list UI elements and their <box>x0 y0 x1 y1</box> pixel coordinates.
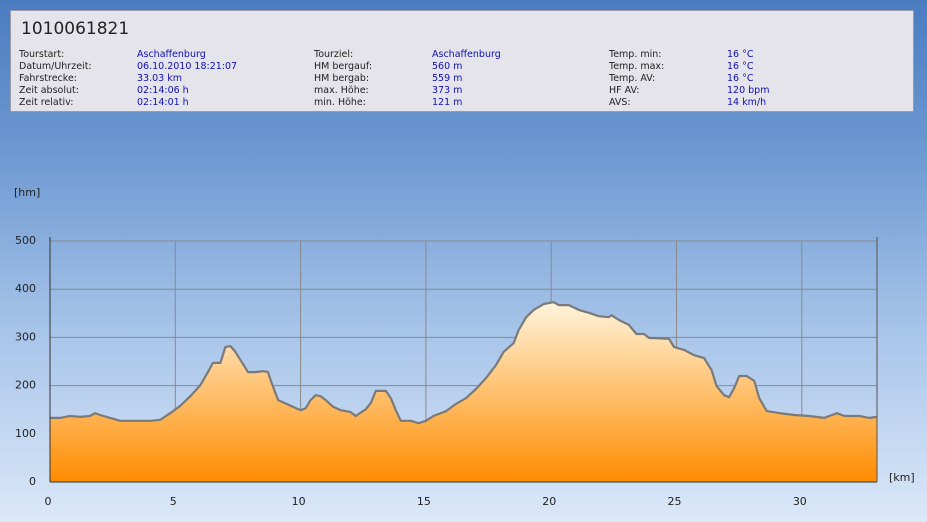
info-label: AVS: <box>609 97 631 108</box>
info-value: 121 m <box>432 97 463 108</box>
y-tick-label: 500 <box>15 234 36 247</box>
info-label: Zeit absolut: <box>19 85 79 96</box>
info-value: 120 bpm <box>727 85 770 96</box>
x-tick-label: 10 <box>292 495 306 508</box>
area-fill <box>50 302 877 482</box>
info-value: 16 °C <box>727 61 754 72</box>
info-label: Temp. min: <box>609 49 662 60</box>
y-tick-label: 0 <box>29 475 36 488</box>
x-tick-label: 0 <box>45 495 52 508</box>
y-axis-label: [hm] <box>14 186 40 199</box>
info-value: Aschaffenburg <box>432 49 501 60</box>
info-label: HM bergauf: <box>314 61 373 72</box>
info-value: 06.10.2010 18:21:07 <box>137 61 238 72</box>
info-label: Tourziel: <box>314 49 354 60</box>
info-label: Tourstart: <box>19 49 65 60</box>
x-axis-label: [km] <box>889 471 915 484</box>
x-tick-label: 25 <box>668 495 682 508</box>
x-tick-label: 20 <box>542 495 556 508</box>
info-value: 16 °C <box>727 49 754 60</box>
elevation-line <box>50 301 878 425</box>
info-value: Aschaffenburg <box>137 49 206 60</box>
info-value: 373 m <box>432 85 463 96</box>
x-tick-label: 30 <box>793 495 807 508</box>
info-label: HM bergab: <box>314 73 370 84</box>
info-label: Fahrstrecke: <box>19 73 77 84</box>
info-value: 33.03 km <box>137 73 182 84</box>
y-tick-label: 200 <box>15 379 36 392</box>
info-label: HF AV: <box>609 85 640 96</box>
y-tick-label: 300 <box>15 330 36 343</box>
info-label: min. Höhe: <box>314 97 366 108</box>
tour-title: 1010061821 <box>21 19 130 39</box>
info-value: 14 km/h <box>727 97 767 108</box>
x-tick-label: 15 <box>417 495 431 508</box>
info-label: Temp. AV: <box>609 73 656 84</box>
info-label: Datum/Uhrzeit: <box>19 61 92 72</box>
x-tick-label: 5 <box>170 495 177 508</box>
info-value: 02:14:01 h <box>137 97 189 108</box>
info-value: 16 °C <box>727 73 754 84</box>
info-label: Temp. max: <box>609 61 665 72</box>
y-tick-label: 100 <box>15 427 36 440</box>
y-tick-label: 400 <box>15 282 36 295</box>
info-label: max. Höhe: <box>314 85 369 96</box>
info-value: 559 m <box>432 73 463 84</box>
info-label: Zeit relativ: <box>19 97 74 108</box>
info-value: 02:14:06 h <box>137 85 189 96</box>
info-value: 560 m <box>432 61 463 72</box>
info-panel: 1010061821 Tourstart: Aschaffenburg Datum/… <box>10 10 914 112</box>
